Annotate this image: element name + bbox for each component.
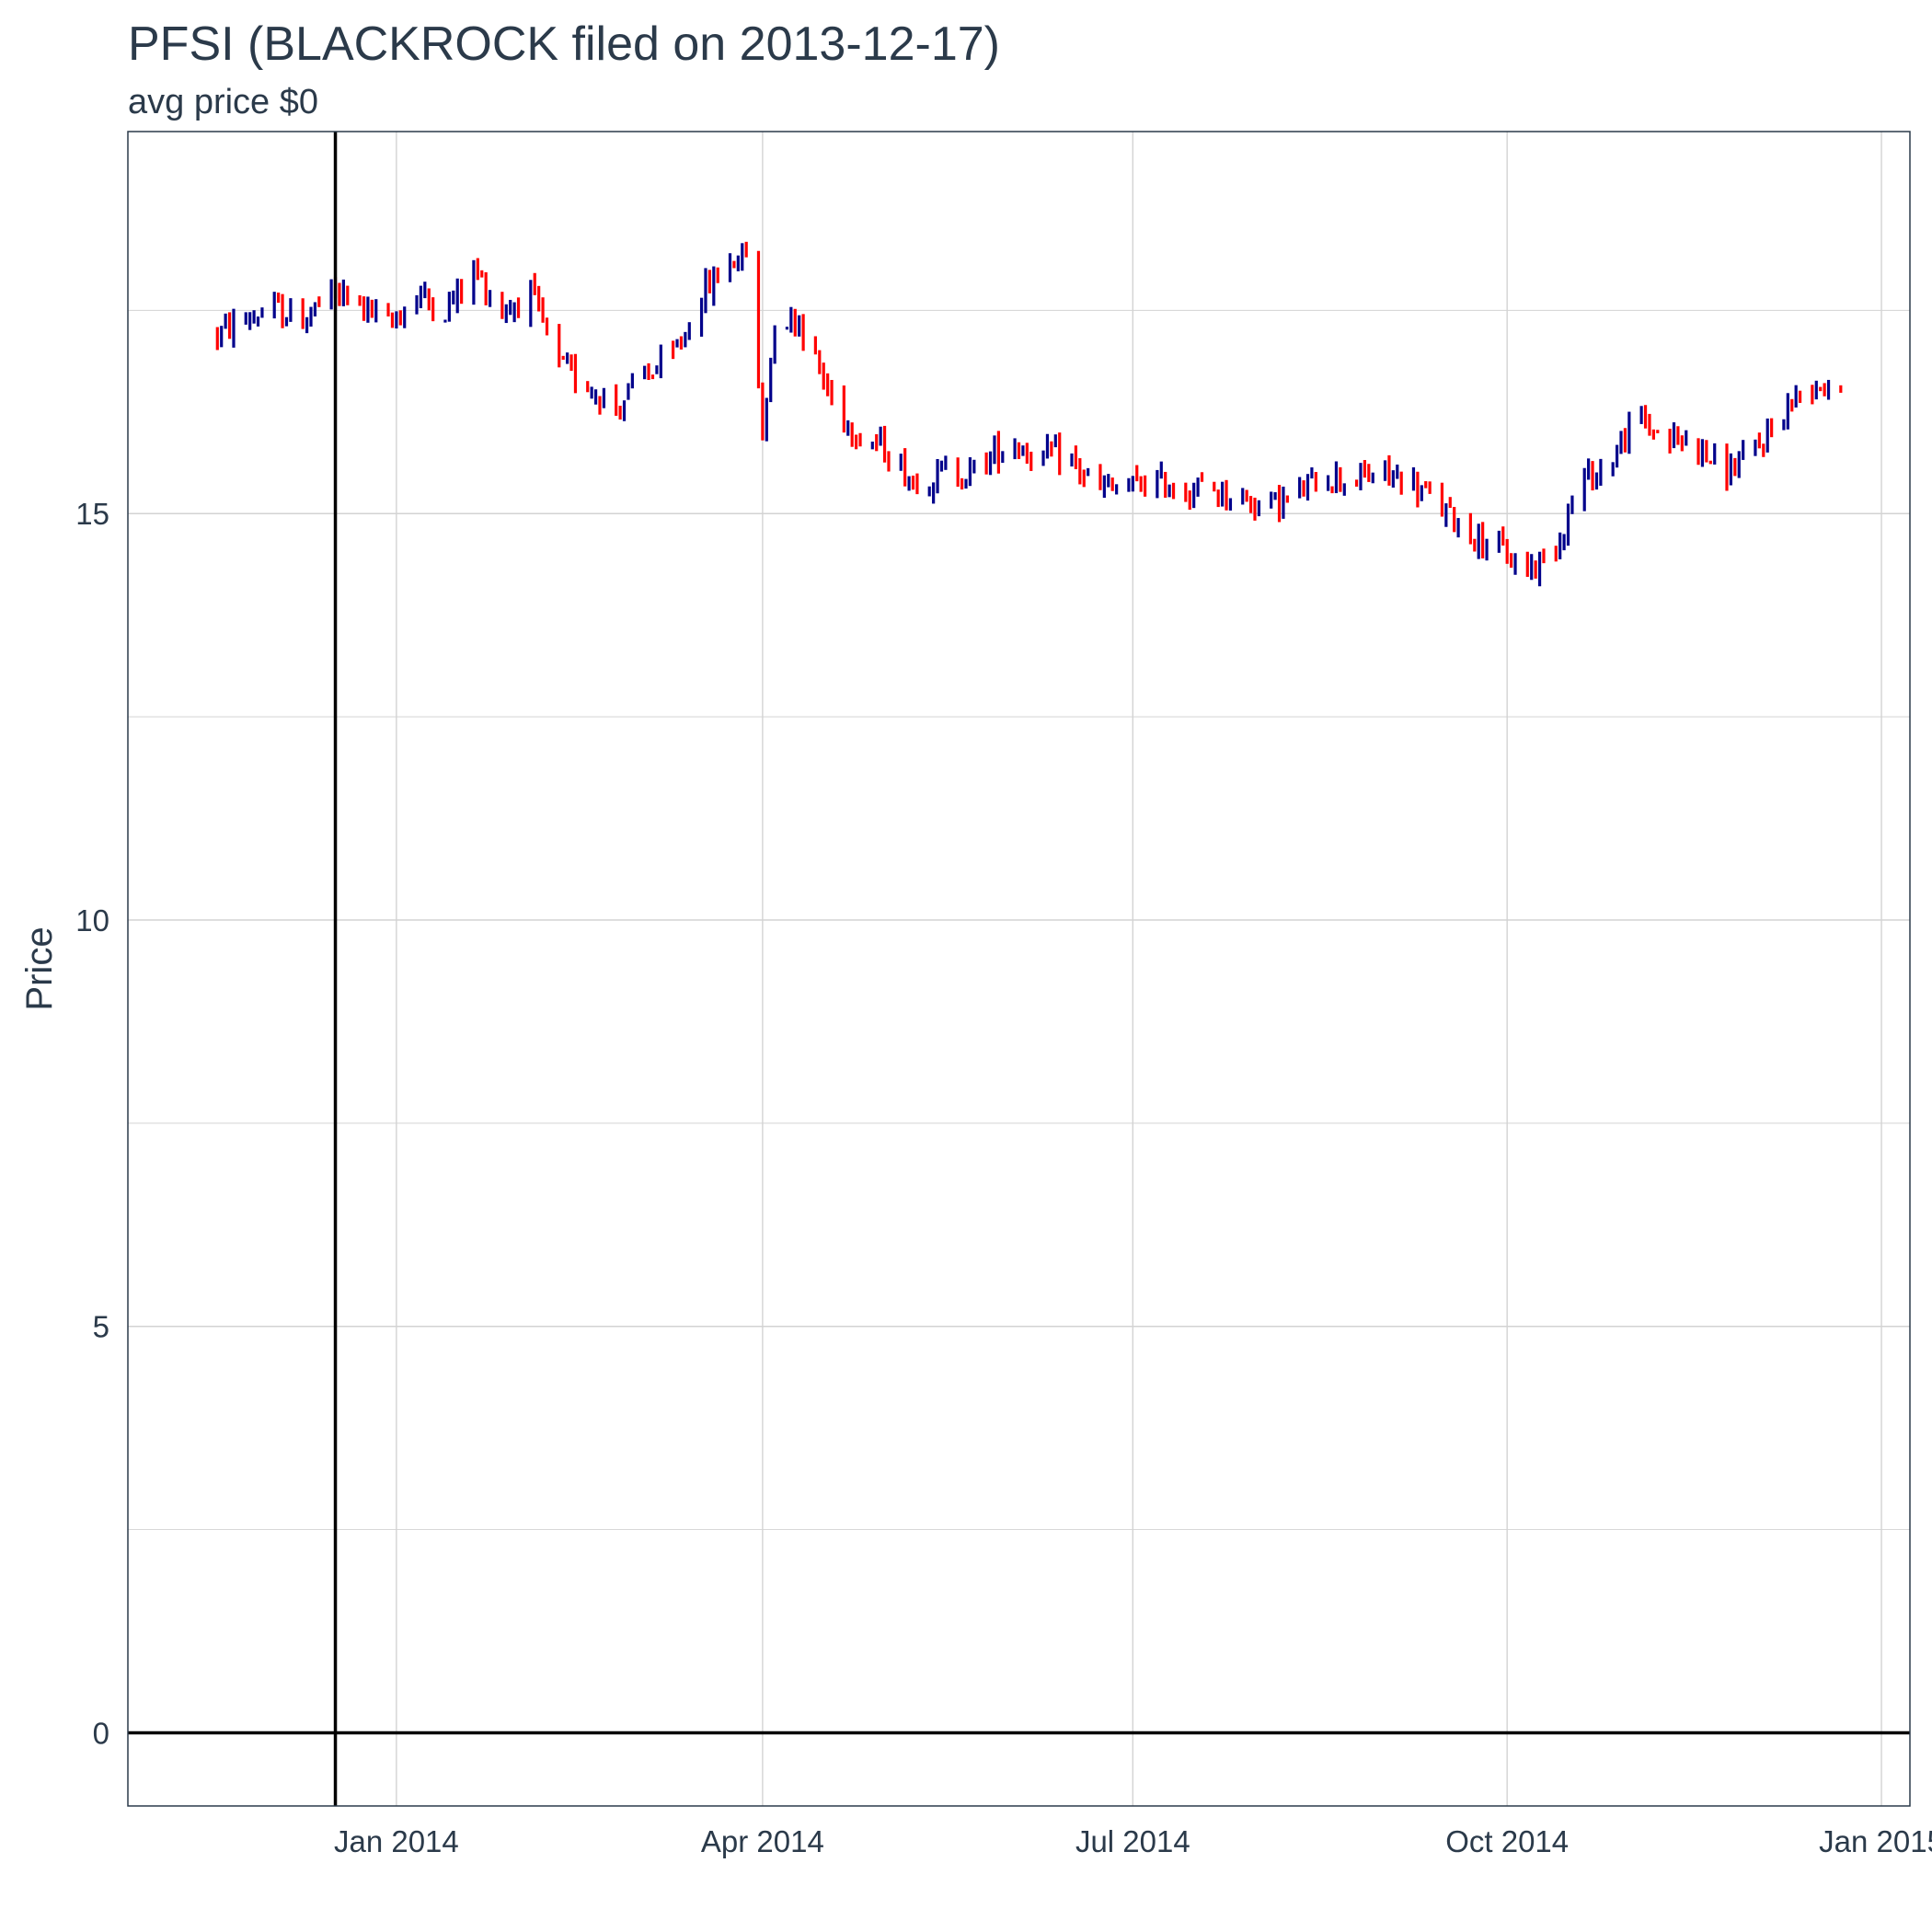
reference-lines — [128, 132, 1910, 1806]
chart-title: PFSI (BLACKROCK filed on 2013-12-17) — [128, 17, 1000, 71]
candles — [215, 241, 1843, 587]
grid-layer — [128, 132, 1910, 1806]
chart-subtitle: avg price $0 — [128, 83, 319, 121]
x-tick-label: Apr 2014 — [701, 1824, 824, 1858]
y-axis-title: Price — [19, 926, 60, 1010]
x-tick-label: Jan 2014 — [334, 1824, 459, 1858]
x-tick-label: Jan 2015 — [1819, 1824, 1932, 1858]
x-tick-label: Jul 2014 — [1075, 1824, 1190, 1858]
x-tick-label: Oct 2014 — [1445, 1824, 1569, 1858]
y-tick-label: 5 — [93, 1310, 109, 1344]
y-tick-label: 0 — [93, 1716, 109, 1750]
x-axis-ticks: Jan 2014 Apr 2014 Jul 2014 Oct 2014 Jan 2015 — [334, 1824, 1932, 1858]
plot-border — [127, 131, 1911, 1807]
y-tick-label: 15 — [75, 497, 109, 531]
y-axis-ticks: 0 5 10 15 — [75, 497, 109, 1750]
y-tick-label: 10 — [75, 903, 109, 937]
